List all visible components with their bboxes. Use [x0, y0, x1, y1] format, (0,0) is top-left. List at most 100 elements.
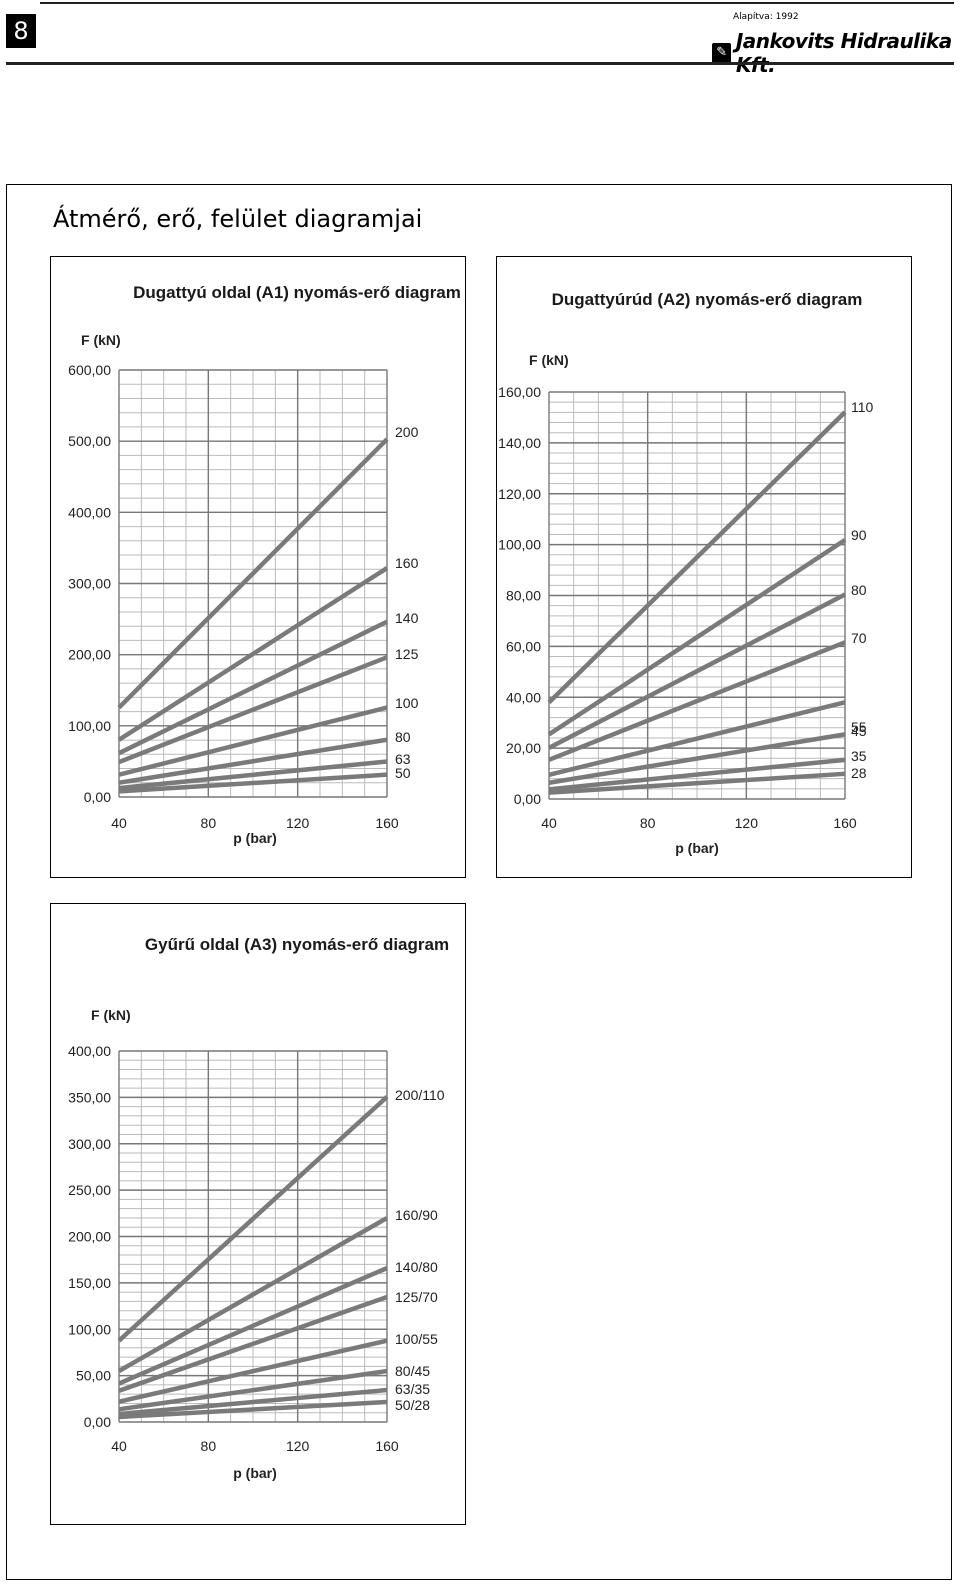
series-label: 50	[395, 765, 411, 781]
y-tick-label: 0,00	[84, 789, 111, 805]
x-tick-label: 160	[375, 815, 399, 831]
series-label: 160	[395, 555, 419, 571]
section-title: Átmérő, erő, felület diagramjai	[53, 205, 423, 233]
y-tick-label: 400,00	[68, 504, 111, 520]
y-tick-label: 160,00	[498, 384, 541, 400]
series-line	[117, 1095, 389, 1343]
series-label: 70	[851, 630, 867, 646]
series-line	[118, 737, 388, 785]
y-tick-label: 600,00	[68, 362, 111, 378]
series-line	[118, 655, 388, 765]
y-tick-label: 40,00	[506, 689, 541, 705]
x-tick-label: 40	[111, 815, 127, 831]
y-tick-label: 60,00	[506, 638, 541, 654]
y-axis-label: F (kN)	[81, 332, 121, 348]
series-line	[117, 1216, 389, 1373]
y-tick-label: 300,00	[68, 1136, 111, 1152]
series-line	[548, 700, 846, 778]
y-tick-label: 0,00	[514, 791, 541, 807]
y-tick-label: 500,00	[68, 433, 111, 449]
series-line	[547, 410, 847, 704]
y-tick-label: 100,00	[68, 718, 111, 734]
y-tick-label: 400,00	[68, 1043, 111, 1059]
x-tick-label: 40	[541, 815, 557, 831]
diagram-section-frame	[6, 184, 952, 1580]
chart-svg: Gyűrű oldal (A3) nyomás-erő diagram F (kN…	[68, 935, 449, 1481]
series-label: 80	[851, 582, 867, 598]
series-label: 125	[395, 646, 419, 662]
x-tick-label: 80	[201, 815, 217, 831]
series-line	[118, 1368, 388, 1412]
series-label: 110	[851, 399, 874, 415]
header-top-rule	[40, 2, 954, 4]
series-line	[117, 566, 389, 742]
chart-a3: Gyűrű oldal (A3) nyomás-erő diagram F (kN…	[50, 903, 466, 1525]
x-tick-label: 40	[111, 1438, 127, 1454]
x-tick-label: 80	[201, 1438, 217, 1454]
y-tick-label: 100,00	[498, 537, 541, 553]
series-label: 90	[851, 527, 867, 543]
y-tick-label: 120,00	[498, 486, 541, 502]
series-line	[117, 437, 389, 710]
y-tick-label: 250,00	[68, 1182, 111, 1198]
series-label: 80/45	[395, 1363, 430, 1379]
y-tick-label: 100,00	[68, 1321, 111, 1337]
series-line	[547, 592, 847, 750]
series-line	[548, 640, 846, 762]
chart-a2: Dugattyúrúd (A2) nyomás-erő diagram F (kN…	[496, 256, 912, 878]
chart-a1: Dugattyú oldal (A1) nyomás-erő diagram F …	[50, 256, 466, 878]
company-name: Jankovits Hidraulika Kft.	[735, 29, 952, 77]
y-tick-label: 80,00	[506, 588, 541, 604]
chart-title: Dugattyúrúd (A2) nyomás-erő diagram	[552, 290, 863, 309]
series-line	[118, 705, 388, 777]
series-line	[548, 732, 846, 785]
y-tick-label: 200,00	[68, 1229, 111, 1245]
y-tick-label: 50,00	[76, 1368, 111, 1384]
x-tick-label: 80	[640, 815, 656, 831]
series-label: 125/70	[395, 1289, 438, 1305]
series-line	[118, 1338, 388, 1404]
y-tick-label: 0,00	[84, 1414, 111, 1430]
series-label: 100/55	[395, 1331, 438, 1347]
y-tick-label: 20,00	[506, 740, 541, 756]
series-label: 35	[851, 748, 867, 764]
company-brand: ✎ Jankovits Hidraulika Kft.	[712, 29, 960, 77]
series-line	[118, 772, 388, 794]
chart-svg: Dugattyúrúd (A2) nyomás-erő diagram F (kN…	[498, 290, 874, 856]
series-line	[118, 759, 388, 791]
series-label: 50/28	[395, 1397, 430, 1413]
company-logo-icon: ✎	[712, 43, 731, 63]
y-tick-label: 200,00	[68, 647, 111, 663]
x-axis-label: p (bar)	[233, 830, 277, 846]
series-label: 63/35	[395, 1381, 430, 1397]
series-label: 100	[395, 695, 419, 711]
series-label: 140/80	[395, 1259, 438, 1275]
series-label: 200	[395, 424, 419, 440]
series-label: 28	[851, 765, 867, 781]
y-tick-label: 350,00	[68, 1089, 111, 1105]
series-label: 55	[851, 719, 867, 735]
series-line	[547, 538, 847, 737]
series-label: 45	[851, 723, 867, 739]
series-line	[118, 1265, 388, 1386]
series-line	[118, 619, 388, 756]
series-line	[548, 771, 846, 795]
series-label: 200/110	[395, 1087, 445, 1103]
x-axis-label: p (bar)	[233, 1465, 277, 1481]
series-line	[118, 1294, 388, 1393]
x-tick-label: 160	[833, 815, 857, 831]
series-line	[548, 757, 846, 792]
y-tick-label: 140,00	[498, 435, 541, 451]
x-tick-label: 120	[286, 815, 310, 831]
header-rule	[6, 62, 954, 65]
series-label: 140	[395, 610, 419, 626]
x-tick-label: 120	[286, 1438, 310, 1454]
series-line	[118, 1387, 388, 1417]
series-label: 63	[395, 751, 411, 767]
y-tick-label: 150,00	[68, 1275, 111, 1291]
chart-title: Dugattyú oldal (A1) nyomás-erő diagram	[133, 283, 461, 302]
series-label: 80	[395, 729, 411, 745]
chart-title: Gyűrű oldal (A3) nyomás-erő diagram	[145, 935, 449, 954]
x-tick-label: 120	[735, 815, 759, 831]
page-number: 8	[6, 14, 36, 48]
